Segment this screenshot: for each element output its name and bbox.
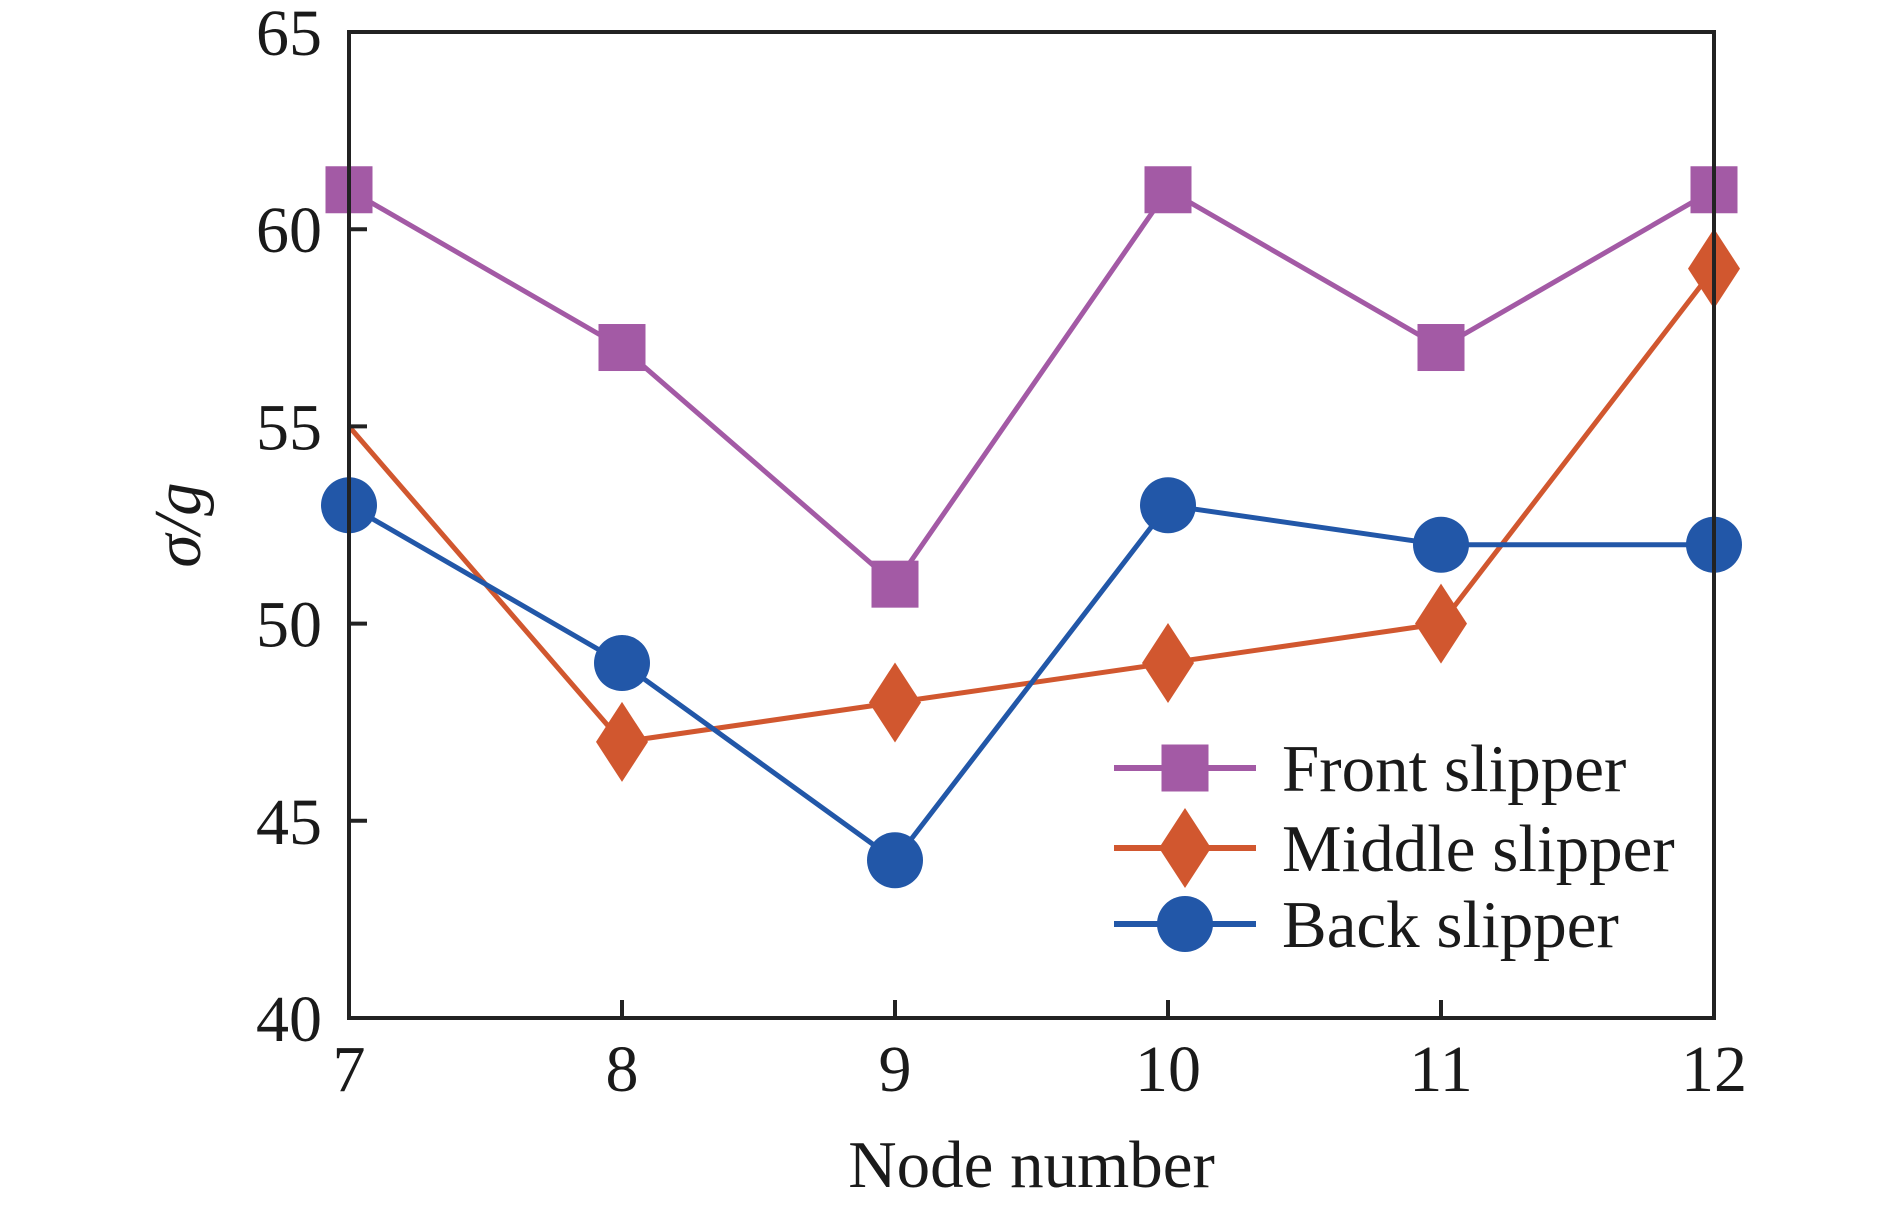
data-point-square — [871, 560, 919, 608]
data-point-square — [598, 324, 646, 372]
x-tick-label: 12 — [1681, 1033, 1747, 1106]
y-tick-label: 45 — [256, 786, 322, 859]
legend-item: Middle slipper — [1114, 808, 1675, 888]
x-tick-label: 7 — [333, 1033, 366, 1106]
x-tick-label: 10 — [1135, 1033, 1201, 1106]
data-point-diamond — [596, 701, 648, 782]
x-tick-label: 9 — [879, 1033, 912, 1106]
data-point-square — [1144, 166, 1192, 214]
series-front-slipper — [325, 166, 1738, 608]
tick-labels-layer: 7 8 9 10 11 12 40 45 50 55 60 65 — [256, 0, 1747, 1106]
x-axis-title: Node number — [848, 1128, 1215, 1202]
data-point-circle — [594, 635, 650, 692]
legend-marker-diamond — [1159, 808, 1211, 888]
y-axis-title: σ/g — [141, 482, 215, 567]
legend-item: Back slipper — [1114, 888, 1619, 962]
plot-frame — [347, 30, 1716, 1020]
data-point-square — [1417, 324, 1465, 372]
y-tick-label: 40 — [256, 983, 322, 1056]
data-point-circle — [1413, 516, 1469, 573]
data-point-diamond — [1415, 583, 1467, 664]
series-line — [347, 267, 1716, 745]
legend-marker-square — [1161, 744, 1209, 792]
legend-label: Middle slipper — [1282, 812, 1675, 886]
y-tick-label: 55 — [256, 391, 322, 464]
legend-marker-circle — [1157, 896, 1213, 952]
data-point-diamond — [869, 662, 921, 743]
legend-label: Front slipper — [1282, 732, 1626, 806]
y-tick-label: 65 — [256, 0, 322, 70]
y-tick-label: 50 — [256, 589, 322, 662]
data-point-circle — [867, 832, 923, 889]
series-line — [347, 186, 1716, 588]
x-tick-label: 11 — [1409, 1033, 1473, 1106]
data-point-diamond — [1142, 623, 1194, 704]
series-line — [347, 502, 1714, 864]
x-tick-label: 8 — [606, 1033, 639, 1106]
legend-label: Back slipper — [1282, 888, 1619, 962]
ticks-layer — [349, 227, 1443, 1018]
legend-item: Front slipper — [1114, 732, 1626, 806]
data-point-circle — [1140, 477, 1196, 534]
y-tick-label: 60 — [256, 194, 322, 267]
